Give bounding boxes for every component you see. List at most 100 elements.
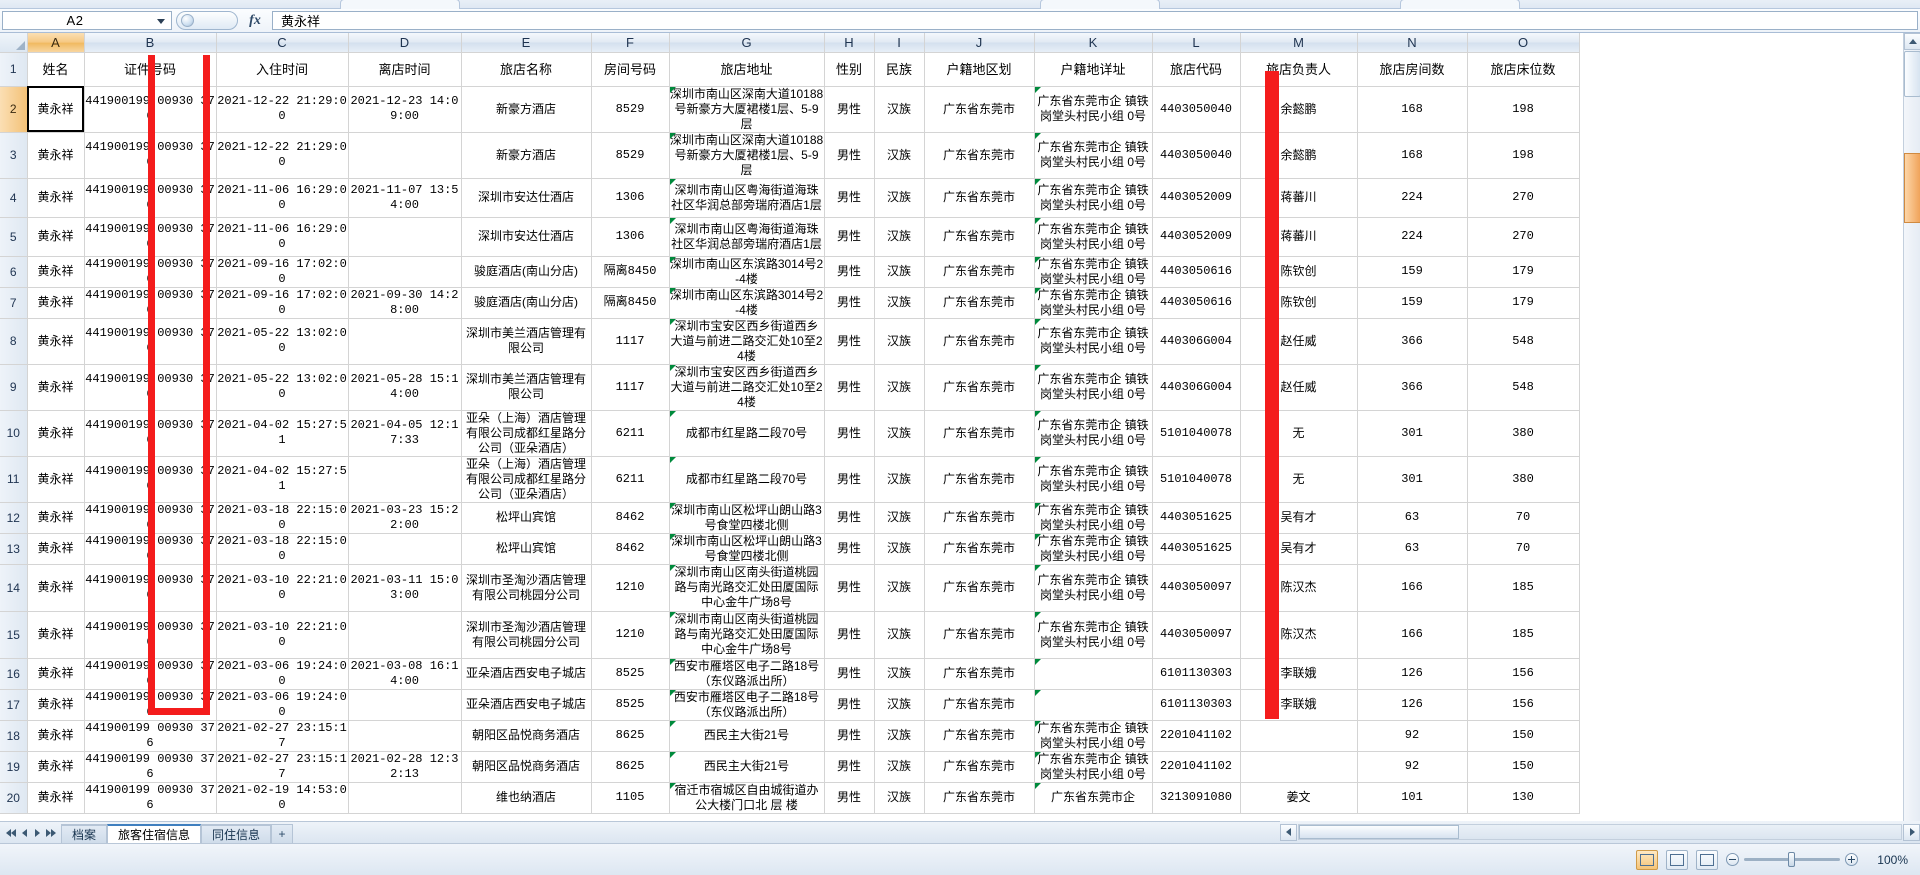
cell-D11[interactable] [348,456,462,503]
cell-I18[interactable]: 汉族 [874,720,925,752]
cell-E13[interactable]: 松坪山宾馆 [461,533,592,565]
column-header-b[interactable]: B [84,33,217,53]
cell-H4[interactable]: 男性 [824,178,875,218]
cell-E15[interactable]: 深圳市圣淘沙酒店管理有限公司桃园分公司 [461,611,592,659]
cell-G8[interactable]: 深圳市宝安区西乡街道西乡大道与前进二路交汇处10至24楼 [669,318,825,365]
cell-F8[interactable]: 1117 [591,318,670,365]
column-header-g[interactable]: G [669,33,825,53]
column-header-e[interactable]: E [461,33,592,53]
cell-L2[interactable]: 4403050040 [1152,86,1241,133]
cell-K20[interactable]: 广东省东莞市企 [1034,782,1153,814]
cell-C20[interactable]: 2021-02-19 14:53:00 [216,782,349,814]
cell-I2[interactable]: 汉族 [874,86,925,133]
cell-O8[interactable]: 548 [1467,318,1580,365]
row-header-4[interactable]: 4 [0,178,28,218]
cell-L12[interactable]: 4403051625 [1152,502,1241,534]
cell-B11[interactable]: 441900199 00930 376 [84,456,217,503]
cell-B17[interactable]: 441900199 00930 376 [84,689,217,721]
cell-O3[interactable]: 198 [1467,132,1580,179]
cell-F14[interactable]: 1210 [591,564,670,612]
cell-C10[interactable]: 2021-04-02 15:27:51 [216,410,349,457]
cell-C17[interactable]: 2021-03-06 19:24:00 [216,689,349,721]
zoom-knob[interactable] [1788,852,1795,867]
sheet-tab-2[interactable]: 同住信息 [201,824,272,843]
cell-G15[interactable]: 深圳市南山区南头街道桃园路与南光路交汇处田厦国际中心金牛广场8号 [669,611,825,659]
cell-G14[interactable]: 深圳市南山区南头街道桃园路与南光路交汇处田厦国际中心金牛广场8号 [669,564,825,612]
cell-E11[interactable]: 亚朵（上海）酒店管理有限公司成都红星路分公司（亚朵酒店） [461,456,592,503]
cell-B15[interactable]: 441900199 00930 376 [84,611,217,659]
cell-B7[interactable]: 441900199 00930 376 [84,287,217,319]
cell-M5[interactable]: 蒋蕃川 [1240,217,1358,257]
cell-I13[interactable]: 汉族 [874,533,925,565]
cell-N12[interactable]: 63 [1357,502,1468,534]
cell-M2[interactable]: 余懿鹏 [1240,86,1358,133]
cell-O13[interactable]: 70 [1467,533,1580,565]
cell-J12[interactable]: 广东省东莞市 [924,502,1035,534]
cell-M11[interactable]: 无 [1240,456,1358,503]
zoom-out-icon[interactable] [1726,853,1739,866]
cell-K19[interactable]: 广东省东莞市企 镇铁岗堂头村民小组 0号 [1034,751,1153,783]
cell-A5[interactable]: 黄永祥 [27,217,85,257]
cell-I16[interactable]: 汉族 [874,658,925,690]
column-header-i[interactable]: I [874,33,925,53]
cell-E6[interactable]: 骏庭酒店(南山分店) [461,256,592,288]
first-sheet-icon[interactable] [3,825,16,840]
cell-M3[interactable]: 余懿鹏 [1240,132,1358,179]
cell-O10[interactable]: 380 [1467,410,1580,457]
cell-C7[interactable]: 2021-09-16 17:02:00 [216,287,349,319]
column-header-h[interactable]: H [824,33,875,53]
cell-F3[interactable]: 8529 [591,132,670,179]
cell-D12[interactable]: 2021-03-23 15:22:00 [348,502,462,534]
formula-controls-pill[interactable] [176,11,238,30]
cell-M6[interactable]: 陈钦创 [1240,256,1358,288]
cell-G12[interactable]: 深圳市南山区松坪山朗山路3号食堂四楼北侧 [669,502,825,534]
cell-L20[interactable]: 3213091080 [1152,782,1241,814]
column-title-l[interactable]: 旅店代码 [1152,52,1241,87]
cell-D18[interactable] [348,720,462,752]
cell-L9[interactable]: 440306G004 [1152,364,1241,411]
cell-F2[interactable]: 8529 [591,86,670,133]
cell-E5[interactable]: 深圳市安达仕酒店 [461,217,592,257]
vertical-scroll-thumb[interactable] [1904,51,1920,97]
cell-B19[interactable]: 441900199 00930 376 [84,751,217,783]
cell-L5[interactable]: 4403052009 [1152,217,1241,257]
cell-D2[interactable]: 2021-12-23 14:09:00 [348,86,462,133]
cell-L17[interactable]: 6101130303 [1152,689,1241,721]
cell-J16[interactable]: 广东省东莞市 [924,658,1035,690]
vertical-scrollbar[interactable] [1903,33,1920,843]
cell-K3[interactable]: 广东省东莞市企 镇铁岗堂头村民小组 0号 [1034,132,1153,179]
column-header-a[interactable]: A [27,33,85,53]
cell-K17[interactable] [1034,689,1153,721]
cell-J6[interactable]: 广东省东莞市 [924,256,1035,288]
cell-C15[interactable]: 2021-03-10 22:21:00 [216,611,349,659]
cell-O18[interactable]: 150 [1467,720,1580,752]
row-header-17[interactable]: 17 [0,689,28,721]
cell-H9[interactable]: 男性 [824,364,875,411]
cell-H12[interactable]: 男性 [824,502,875,534]
row-header-9[interactable]: 9 [0,364,28,411]
row-header-18[interactable]: 18 [0,720,28,752]
cell-K7[interactable]: 广东省东莞市企 镇铁岗堂头村民小组 0号 [1034,287,1153,319]
cell-A4[interactable]: 黄永祥 [27,178,85,218]
row-header-7[interactable]: 7 [0,287,28,319]
cell-A11[interactable]: 黄永祥 [27,456,85,503]
cell-B9[interactable]: 441900199 00930 376 [84,364,217,411]
cell-B16[interactable]: 441900199 00930 376 [84,658,217,690]
cell-G18[interactable]: 西民主大街21号 [669,720,825,752]
zoom-slider[interactable] [1726,852,1858,867]
row-header-1[interactable]: 1 [0,52,28,87]
cell-N3[interactable]: 168 [1357,132,1468,179]
cell-M9[interactable]: 赵任威 [1240,364,1358,411]
column-header-k[interactable]: K [1034,33,1153,53]
cell-H14[interactable]: 男性 [824,564,875,612]
cell-E20[interactable]: 维也纳酒店 [461,782,592,814]
column-title-b[interactable]: 证件号码 [84,52,217,87]
cell-A9[interactable]: 黄永祥 [27,364,85,411]
prev-sheet-icon[interactable] [17,825,30,840]
cell-C2[interactable]: 2021-12-22 21:29:00 [216,86,349,133]
cell-A12[interactable]: 黄永祥 [27,502,85,534]
cell-H6[interactable]: 男性 [824,256,875,288]
cell-H13[interactable]: 男性 [824,533,875,565]
cell-K13[interactable]: 广东省东莞市企 镇铁岗堂头村民小组 0号 [1034,533,1153,565]
cell-J3[interactable]: 广东省东莞市 [924,132,1035,179]
